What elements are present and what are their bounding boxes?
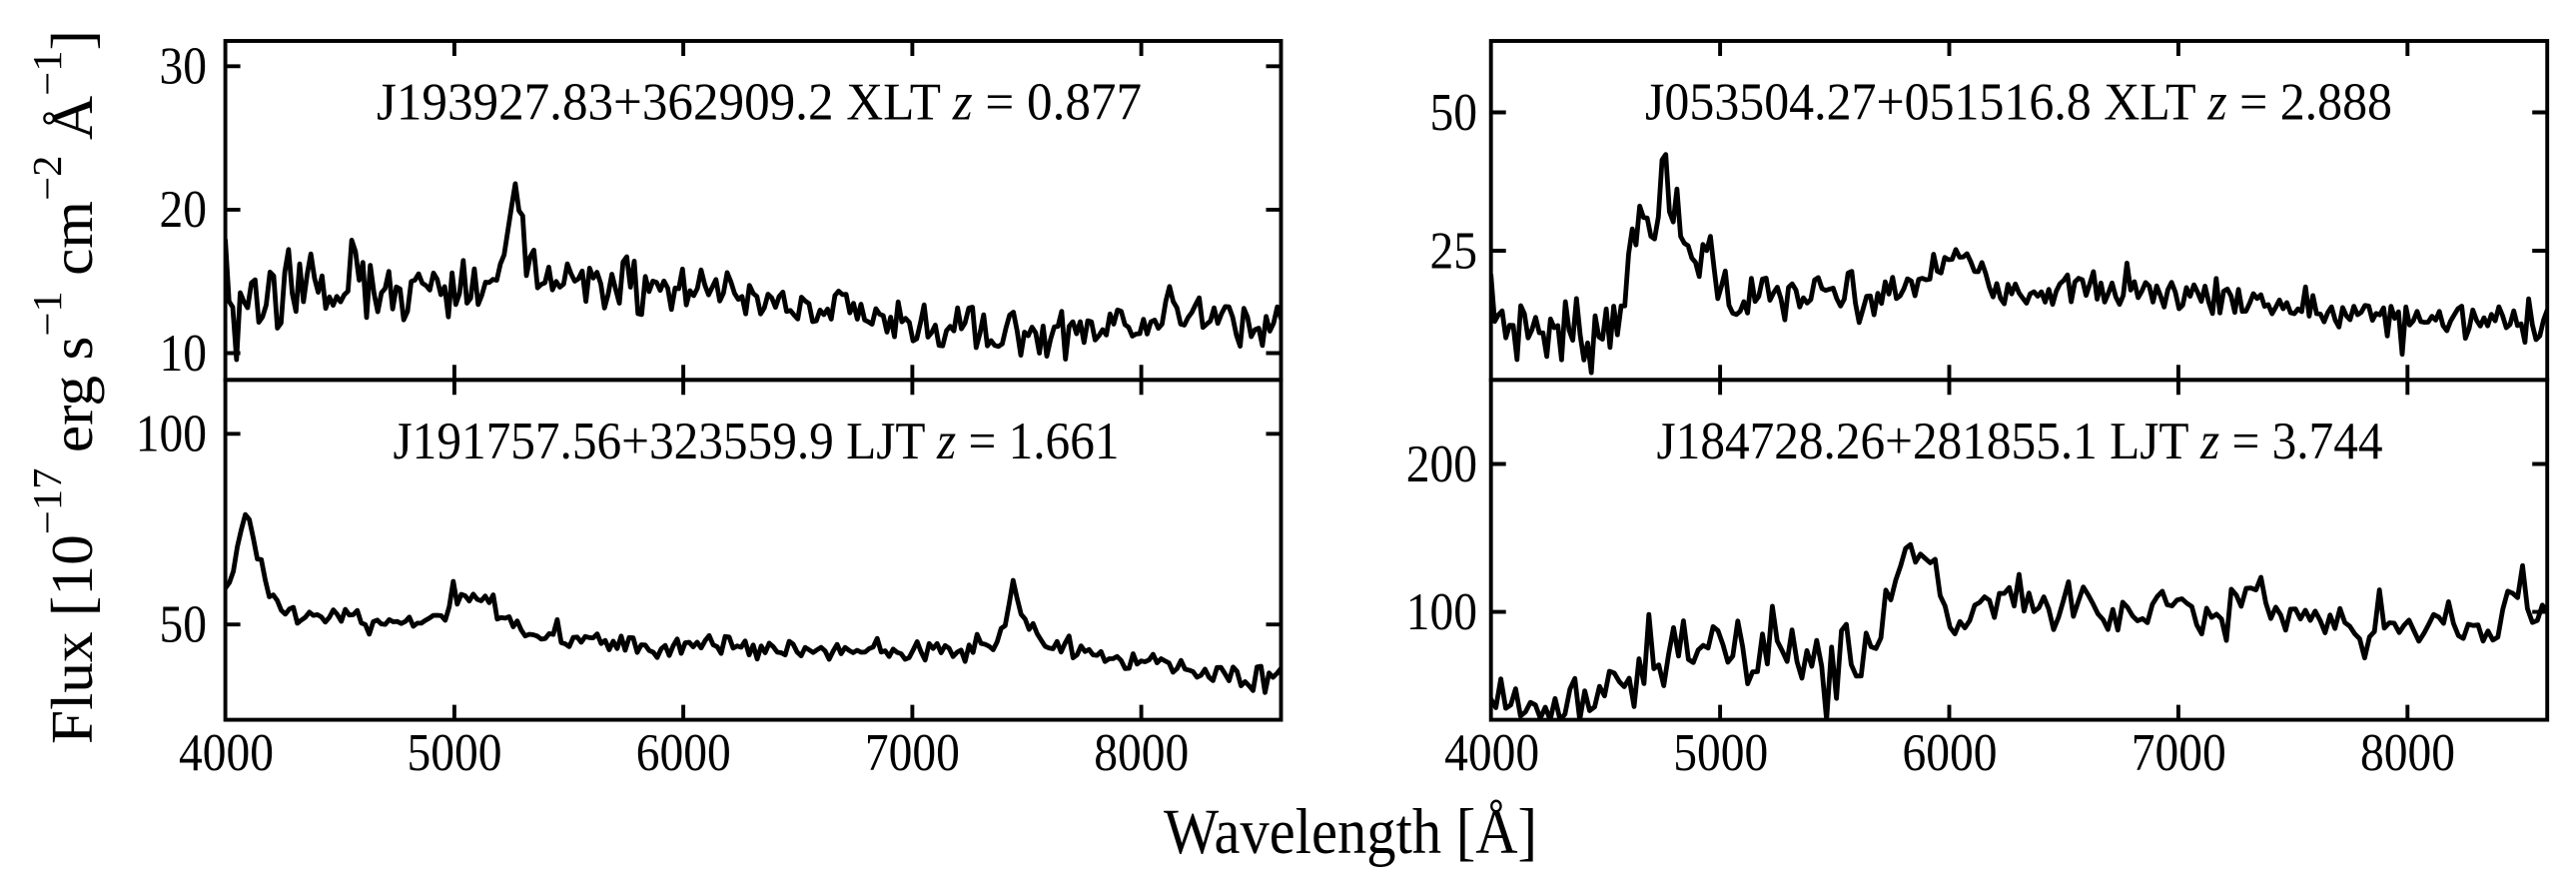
svg-text:200: 200 — [1406, 436, 1477, 493]
svg-text:50: 50 — [1430, 84, 1478, 142]
svg-text:J193927.83+362909.2 XLT z = 0.: J193927.83+362909.2 XLT z = 0.877 — [377, 74, 1142, 132]
svg-text:5000: 5000 — [1673, 724, 1768, 782]
svg-text:5000: 5000 — [408, 724, 502, 782]
svg-text:50: 50 — [160, 596, 208, 654]
svg-text:100: 100 — [1406, 583, 1477, 641]
svg-text:30: 30 — [160, 38, 208, 96]
svg-text:4000: 4000 — [179, 724, 274, 782]
svg-text:6000: 6000 — [636, 724, 731, 782]
svg-text:J191757.56+323559.9 LJT z = 1.: J191757.56+323559.9 LJT z = 1.661 — [394, 413, 1120, 470]
svg-text:8000: 8000 — [2360, 724, 2455, 782]
svg-text:25: 25 — [1430, 222, 1478, 280]
svg-text:20: 20 — [160, 181, 208, 239]
svg-text:8000: 8000 — [1094, 724, 1189, 782]
svg-text:7000: 7000 — [2132, 724, 2226, 782]
svg-text:Wavelength [Å]: Wavelength [Å] — [1164, 796, 1537, 868]
svg-text:10: 10 — [160, 325, 208, 383]
svg-text:J184728.26+281855.1 LJT z = 3.: J184728.26+281855.1 LJT z = 3.744 — [1657, 413, 2383, 470]
svg-text:6000: 6000 — [1903, 724, 1998, 782]
svg-text:4000: 4000 — [1444, 724, 1539, 782]
svg-text:J053504.27+051516.8 XLT z = 2.: J053504.27+051516.8 XLT z = 2.888 — [1645, 74, 2392, 132]
svg-text:100: 100 — [136, 406, 207, 463]
svg-text:7000: 7000 — [865, 724, 960, 782]
